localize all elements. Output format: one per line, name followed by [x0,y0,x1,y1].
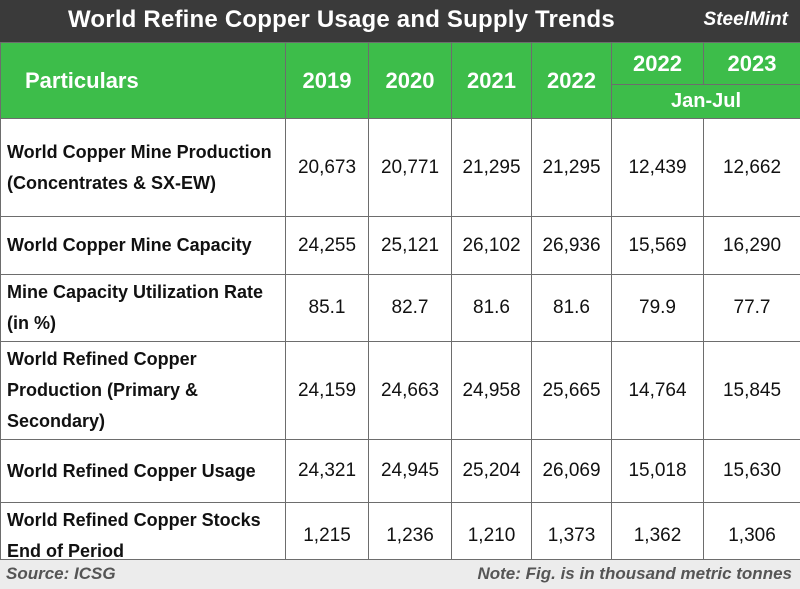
cell-value: 15,845 [704,342,800,440]
logo-text-steel: Steel [704,9,749,30]
cell-value: 77.7 [704,275,800,342]
cell-value: 25,204 [452,440,532,503]
cell-value: 15,018 [612,440,704,503]
header-ytd-period: Jan-Jul [612,85,800,119]
cell-value: 24,945 [369,440,452,503]
table-row: World Refined Copper Usage 24,321 24,945… [1,440,800,503]
source-note: Source: ICSG [6,564,116,584]
cell-value: 20,673 [286,119,369,217]
cell-value: 26,102 [452,217,532,275]
cell-value: 24,321 [286,440,369,503]
cell-value: 79.9 [612,275,704,342]
cell-value: 14,764 [612,342,704,440]
cell-value: 24,958 [452,342,532,440]
unit-note: Note: Fig. is in thousand metric tonnes [477,564,792,584]
footer: Source: ICSG Note: Fig. is in thousand m… [0,559,800,589]
cell-value: 26,069 [532,440,612,503]
cell-value: 24,159 [286,342,369,440]
header-particulars: Particulars [1,43,286,119]
cell-value: 15,630 [704,440,800,503]
cell-value: 81.6 [532,275,612,342]
cell-value: 20,771 [369,119,452,217]
table-row: World Copper Mine Capacity 24,255 25,121… [1,217,800,275]
cell-value: 24,255 [286,217,369,275]
header-year-2020: 2020 [369,43,452,119]
cell-value: 21,295 [532,119,612,217]
page-title: World Refine Copper Usage and Supply Tre… [68,6,615,34]
header-year-2019: 2019 [286,43,369,119]
table-row: World Copper Mine Production (Concentrat… [1,119,800,217]
row-label: World Refined Copper Usage [1,440,286,503]
row-label: World Refined Copper Production (Primary… [1,342,286,440]
cell-value: 81.6 [452,275,532,342]
cell-value: 12,439 [612,119,704,217]
cell-value: 24,663 [369,342,452,440]
cell-value: 25,665 [532,342,612,440]
title-bar: World Refine Copper Usage and Supply Tre… [0,0,800,42]
row-label: World Copper Mine Capacity [1,217,286,275]
table-row: Mine Capacity Utilization Rate (in %) 85… [1,275,800,342]
cell-value: 26,936 [532,217,612,275]
header-year-2021: 2021 [452,43,532,119]
logo-text-mint: Mint [749,9,788,30]
cell-value: 82.7 [369,275,452,342]
cell-value: 85.1 [286,275,369,342]
row-label: Mine Capacity Utilization Rate (in %) [1,275,286,342]
cell-value: 16,290 [704,217,800,275]
copper-table: Particulars 2019 2020 2021 2022 2022 202… [0,42,800,570]
header-year-2022: 2022 [532,43,612,119]
cell-value: 15,569 [612,217,704,275]
cell-value: 12,662 [704,119,800,217]
header-ytd-2022: 2022 [612,43,704,85]
cell-value: 25,121 [369,217,452,275]
steelmint-logo: SteelMint [704,9,788,31]
row-label: World Copper Mine Production (Concentrat… [1,119,286,217]
cell-value: 21,295 [452,119,532,217]
table-row: World Refined Copper Production (Primary… [1,342,800,440]
header-ytd-2023: 2023 [704,43,800,85]
